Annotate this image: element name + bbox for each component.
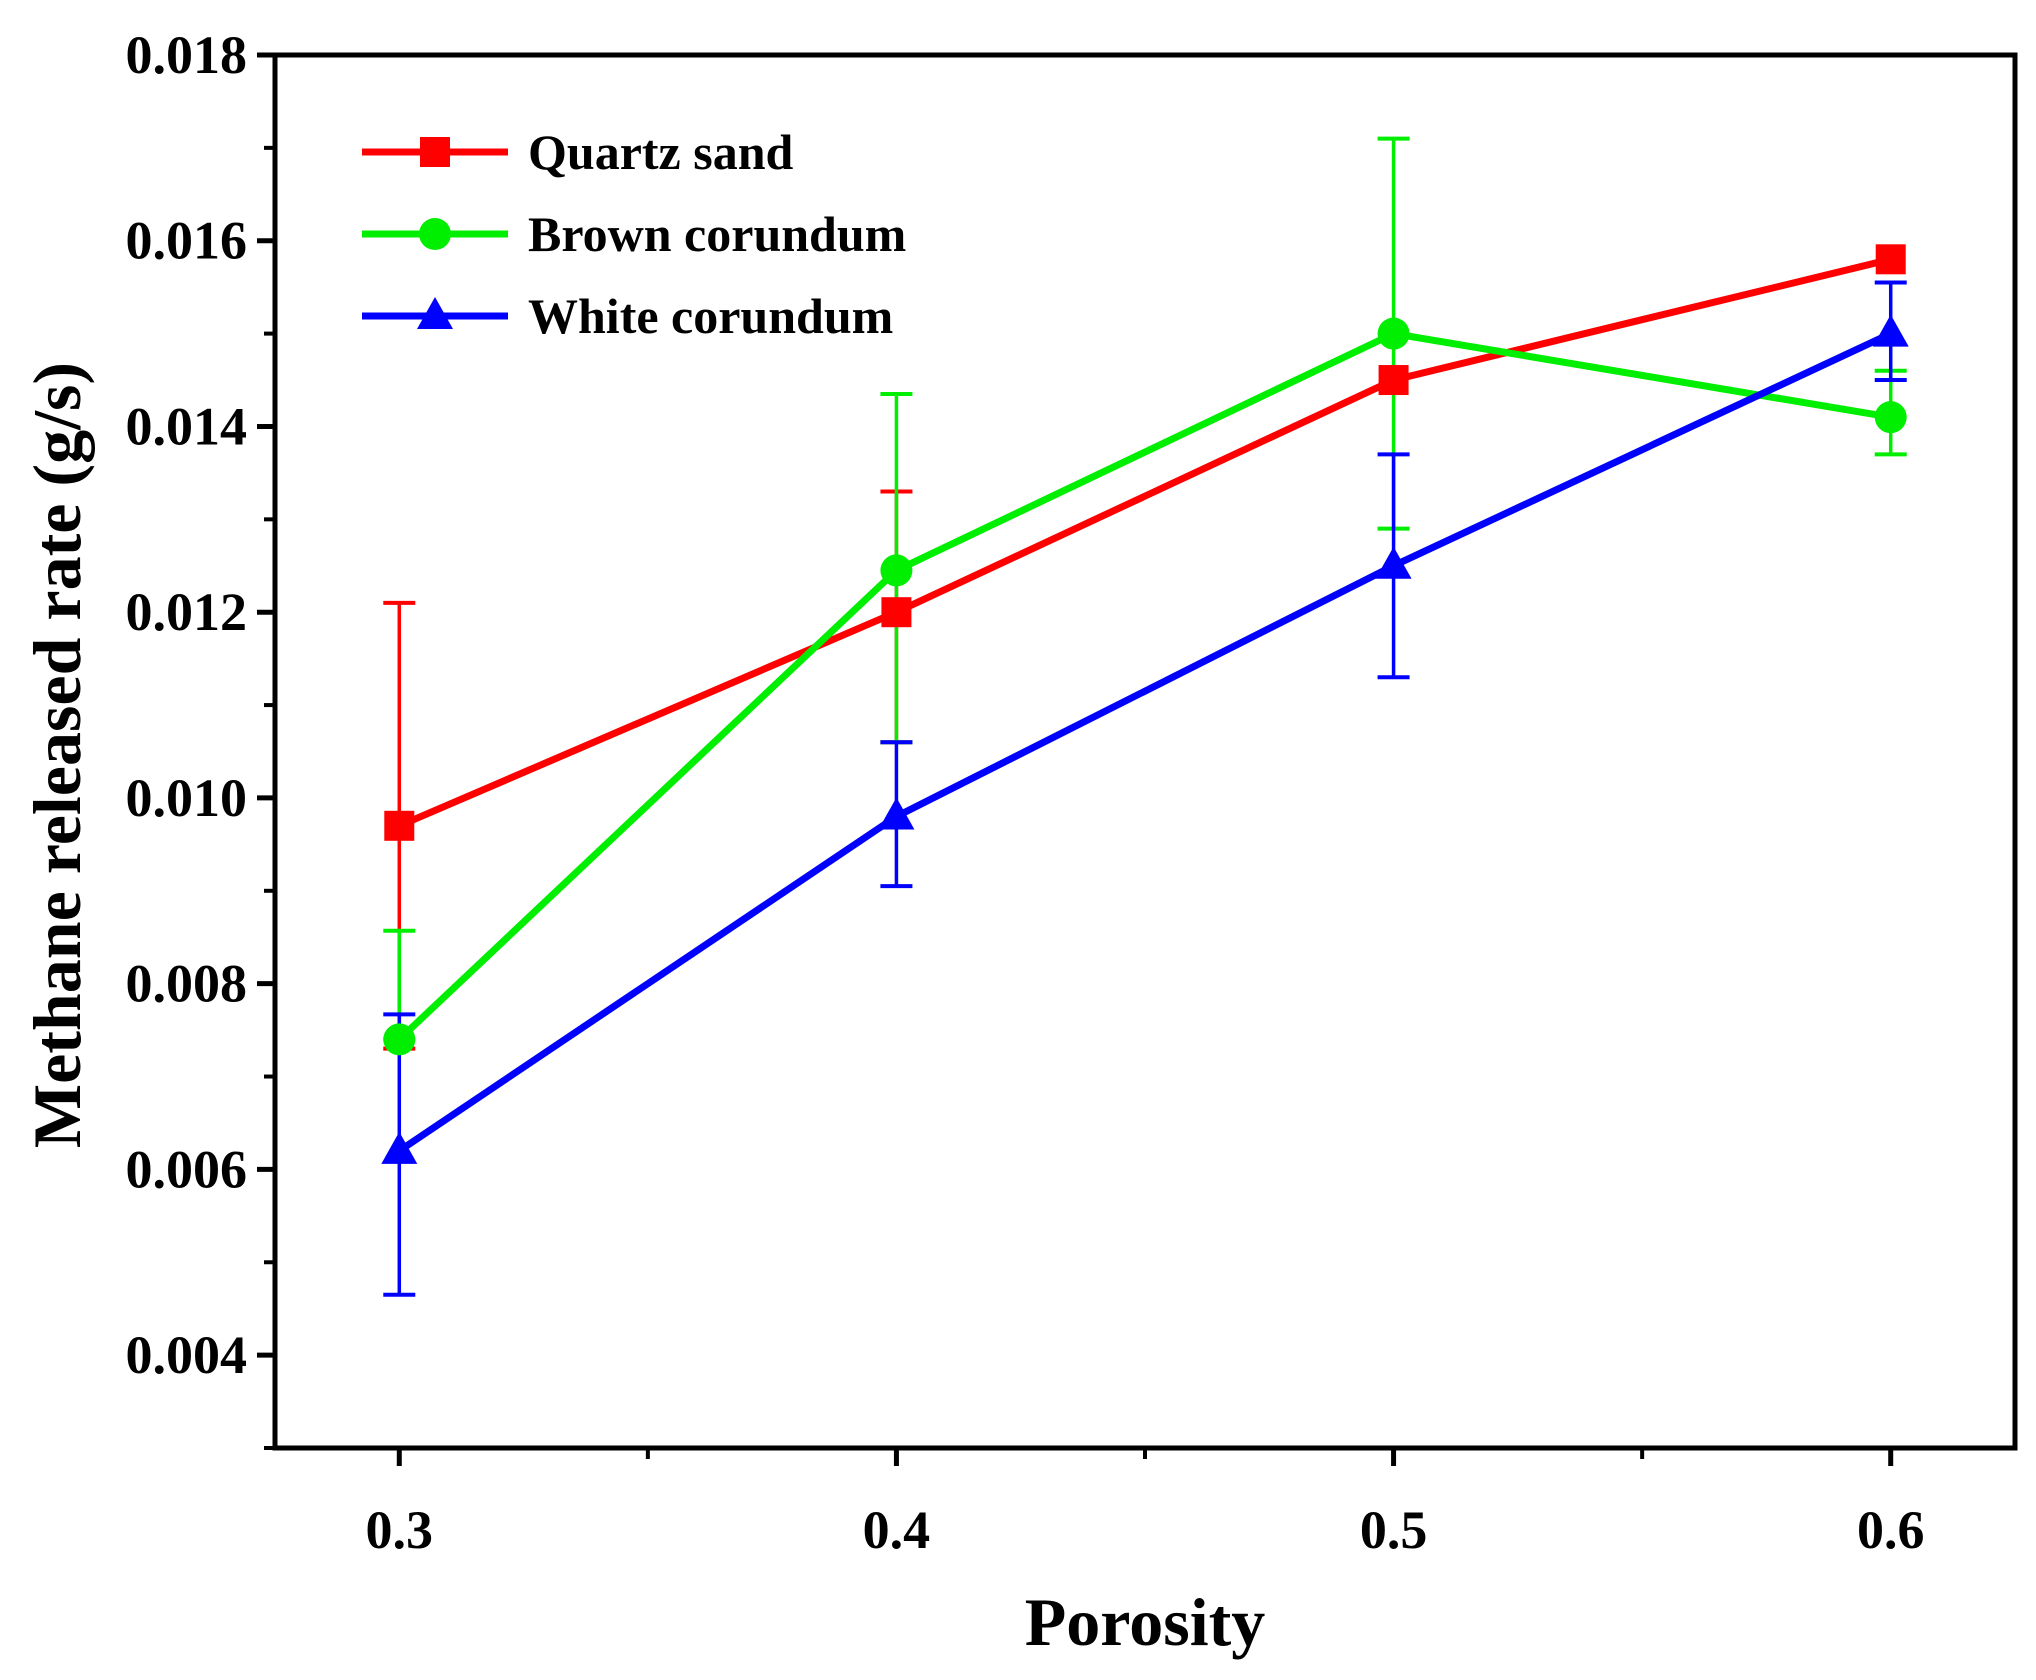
markers-quartz-sand (384, 244, 1906, 841)
series-white-corundum (383, 280, 1907, 1297)
y-tick-label: 0.014 (126, 396, 248, 456)
series-line (397, 330, 1893, 1154)
markers-brown-corundum (383, 317, 1907, 1056)
y-tick-label: 0.004 (126, 1325, 248, 1385)
data-point (881, 597, 912, 628)
y-tick-label: 0.006 (126, 1139, 248, 1199)
series-brown-corundum (383, 136, 1907, 1042)
data-point (383, 1023, 416, 1056)
x-tick-label: 0.5 (1360, 1500, 1428, 1560)
data-point (1377, 317, 1410, 350)
legend-label: Quartz sand (528, 124, 794, 180)
plot-frame (272, 52, 2018, 1451)
series-layer (381, 136, 1909, 1297)
y-tick-label: 0.018 (126, 25, 248, 85)
legend-marker (420, 137, 450, 167)
x-axis-title: Porosity (1025, 1584, 1266, 1660)
data-point (1378, 365, 1409, 396)
x-tick-label: 0.3 (366, 1500, 434, 1560)
data-point (1375, 546, 1412, 579)
legend-marker (417, 297, 453, 329)
x-tick-label: 0.6 (1857, 1500, 1925, 1560)
markers-white-corundum (381, 314, 1909, 1164)
axes: 0.004 0.006 0.008 0.010 0.012 0.014 0.016 0.018… (126, 25, 2018, 1560)
x-tick-label: 0.4 (863, 1500, 931, 1560)
data-point (384, 810, 415, 841)
y-tick-label: 0.008 (126, 954, 248, 1014)
data-point (880, 554, 913, 587)
y-tick-label: 0.010 (126, 768, 248, 828)
legend-label: White corundum (528, 288, 893, 344)
data-point (1874, 401, 1907, 434)
legend: Quartz sand Brown corundum White corundum (362, 124, 906, 344)
legend-label: Brown corundum (528, 206, 906, 262)
y-tick-label: 0.012 (126, 582, 248, 642)
y-axis-title: Methane released rate (g/s) (19, 362, 95, 1148)
legend-marker (419, 218, 451, 250)
series-line (396, 330, 1892, 1042)
data-point (381, 1131, 418, 1164)
series-line (397, 255, 1892, 830)
data-point (1872, 314, 1909, 347)
data-point (1875, 244, 1906, 275)
data-point (878, 797, 915, 830)
y-tick-label: 0.016 (126, 211, 248, 271)
